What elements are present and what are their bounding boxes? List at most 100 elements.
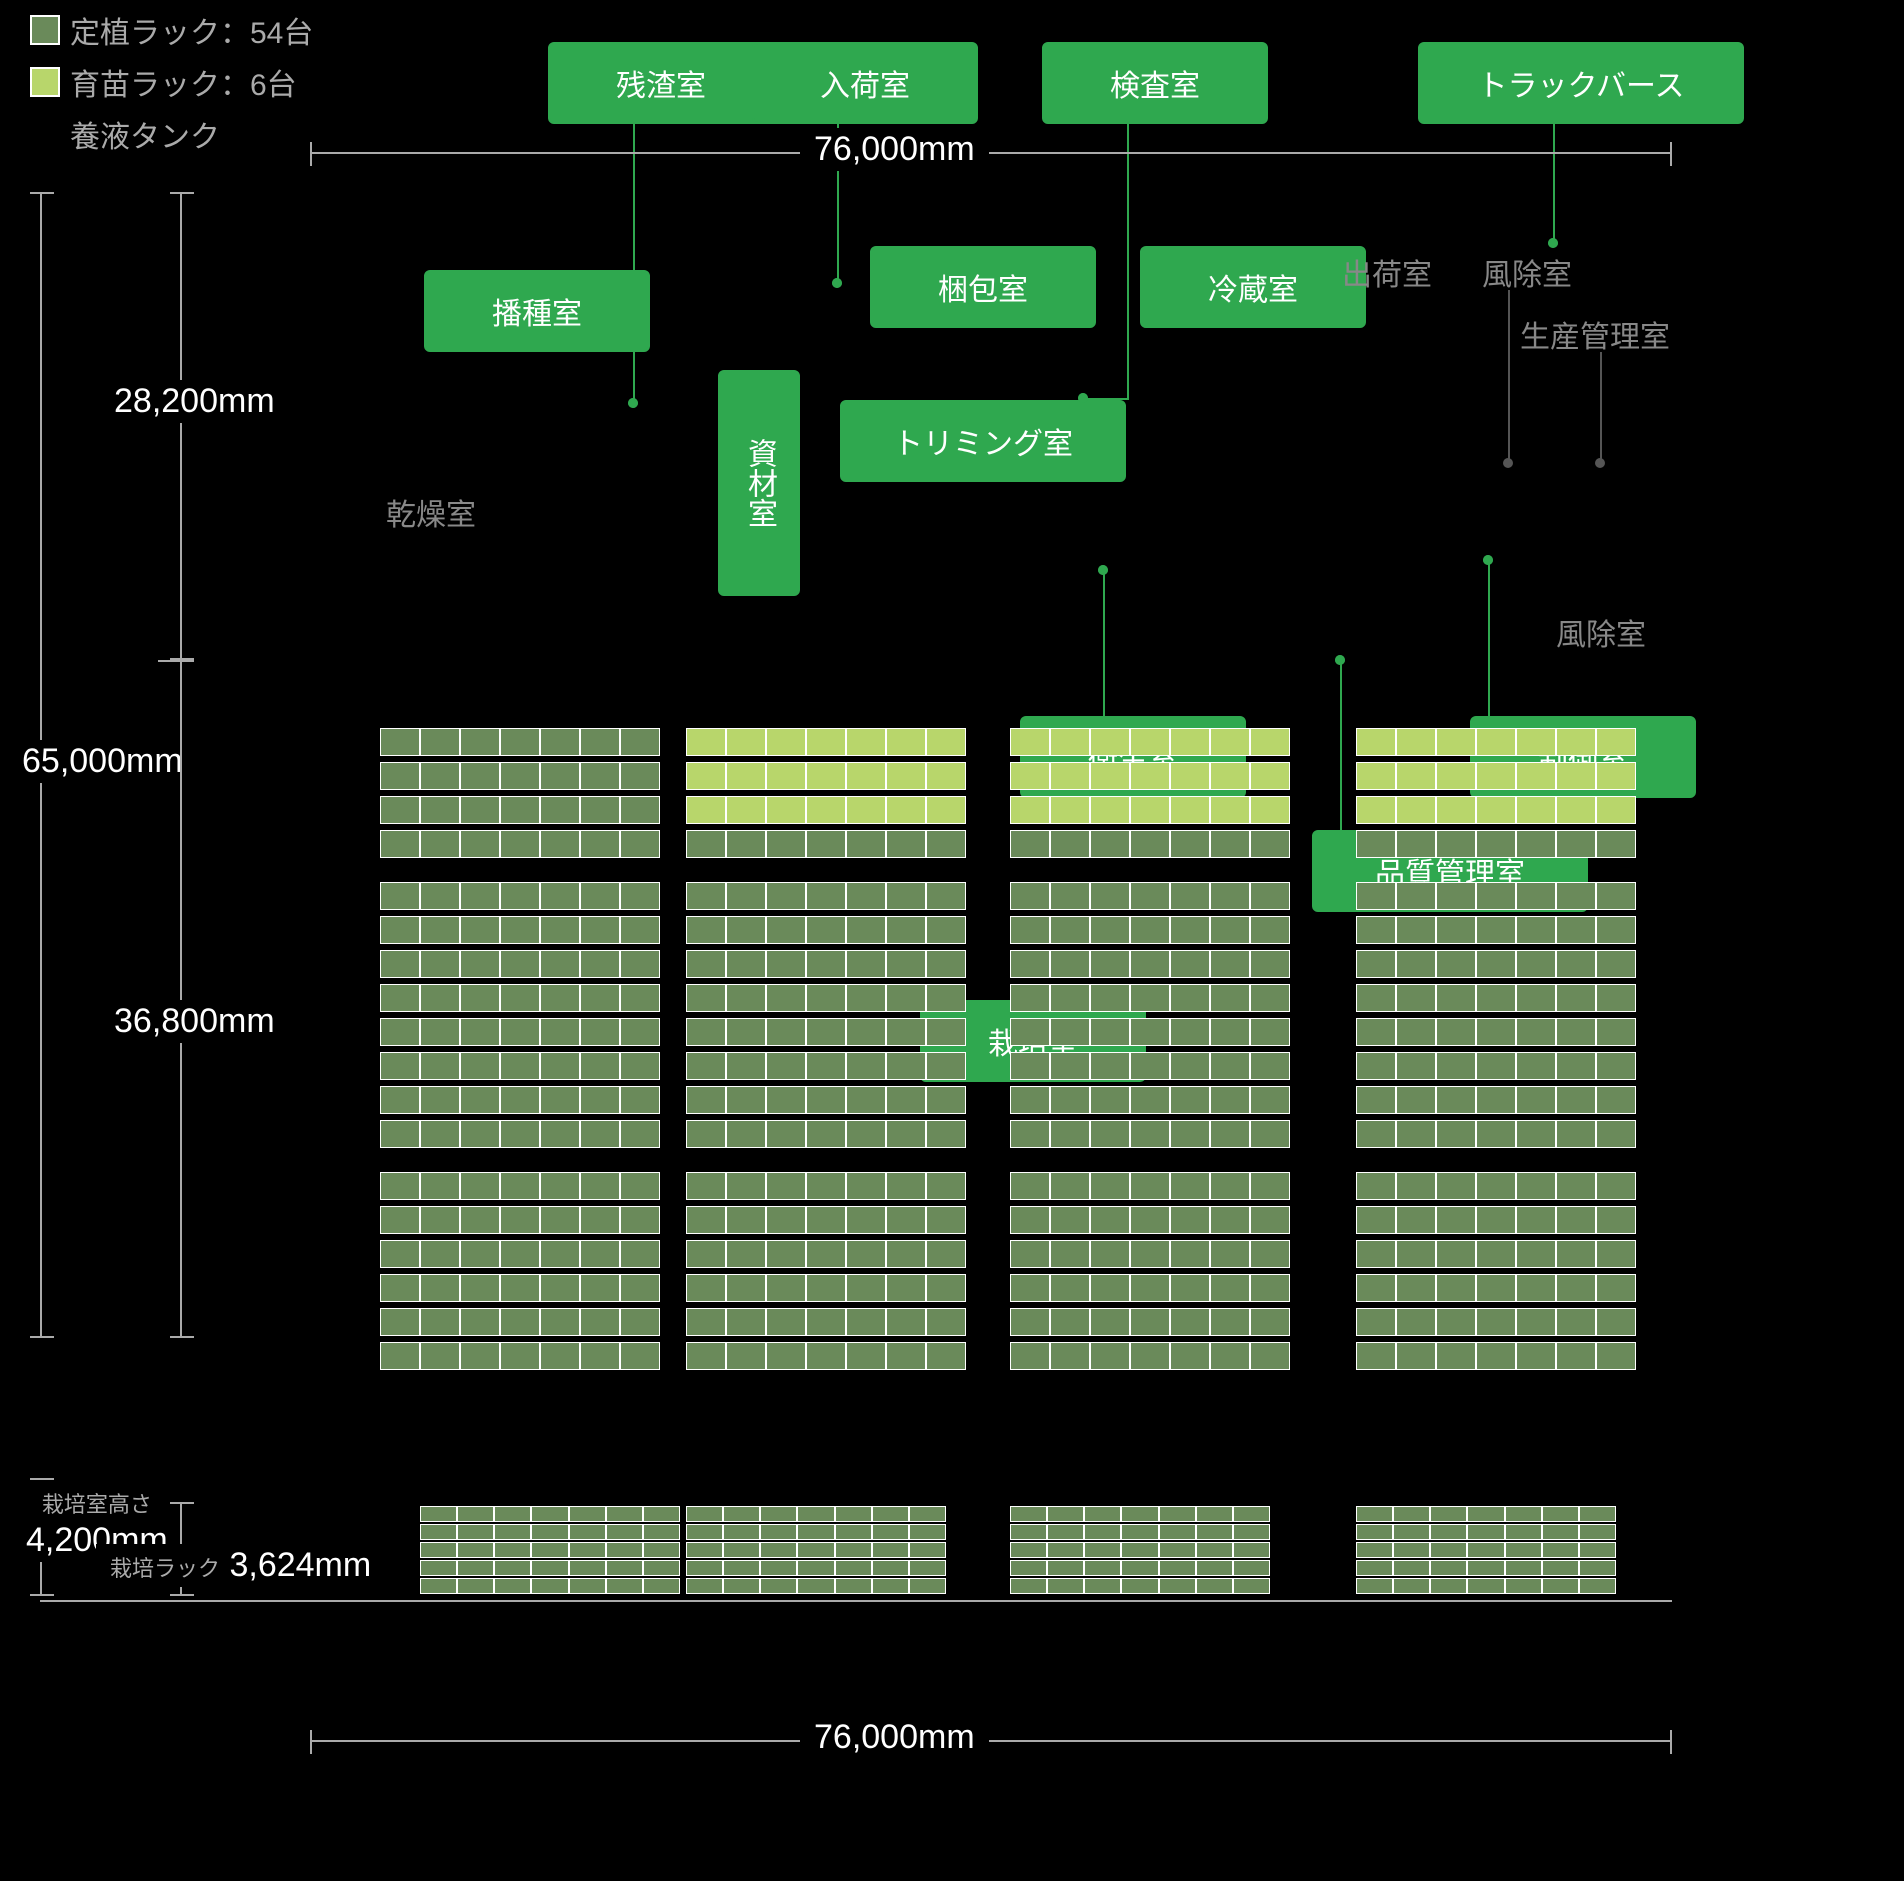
planting-rack-cell bbox=[540, 796, 580, 824]
section-rack-cell bbox=[909, 1560, 946, 1576]
section-rack-row bbox=[1010, 1542, 1270, 1558]
planting-rack-cell bbox=[1356, 1240, 1396, 1268]
rack-row bbox=[1356, 916, 1636, 944]
section-rack-cell bbox=[1356, 1542, 1393, 1558]
planting-rack-cell bbox=[1050, 1308, 1090, 1336]
planting-rack-cell bbox=[1396, 1240, 1436, 1268]
planting-rack-cell bbox=[1210, 1206, 1250, 1234]
planting-rack-cell bbox=[1396, 1120, 1436, 1148]
planting-rack-cell bbox=[500, 728, 540, 756]
planting-rack-cell bbox=[500, 762, 540, 790]
planting-rack-cell bbox=[1130, 830, 1170, 858]
planting-rack-cell bbox=[1356, 1342, 1396, 1370]
rack-row bbox=[686, 1120, 966, 1148]
section-rack-cell bbox=[606, 1542, 643, 1558]
leader-dot bbox=[1335, 655, 1345, 665]
leader-line bbox=[837, 100, 839, 280]
section-rack-row bbox=[1010, 1560, 1270, 1576]
planting-rack-cell bbox=[620, 1172, 660, 1200]
section-rack-cell bbox=[1542, 1542, 1579, 1558]
planting-rack-cell bbox=[686, 1274, 726, 1302]
section-rack-cell bbox=[1579, 1578, 1616, 1594]
section-rack-row bbox=[420, 1560, 680, 1576]
rack-row bbox=[1010, 1206, 1290, 1234]
planting-rack-cell bbox=[806, 1240, 846, 1268]
planting-rack-cell bbox=[1516, 1308, 1556, 1336]
planting-rack-cell bbox=[1556, 1308, 1596, 1336]
planting-rack-cell bbox=[726, 1018, 766, 1046]
planting-rack-cell bbox=[926, 1342, 966, 1370]
section-rack-cell bbox=[872, 1542, 909, 1558]
planting-rack-cell bbox=[1476, 1052, 1516, 1080]
seedling-rack-cell bbox=[1436, 796, 1476, 824]
planting-rack-cell bbox=[1516, 1206, 1556, 1234]
planting-rack-cell bbox=[1010, 916, 1050, 944]
section-rack-cell bbox=[1505, 1506, 1542, 1522]
planting-rack-cell bbox=[580, 1120, 620, 1148]
planting-rack-cell bbox=[1436, 1274, 1476, 1302]
section-rack-cell bbox=[1233, 1542, 1270, 1558]
section-rack-cell bbox=[1159, 1560, 1196, 1576]
rack-row bbox=[1356, 1018, 1636, 1046]
planting-rack-cell bbox=[926, 1206, 966, 1234]
leader-line-grey bbox=[1508, 290, 1510, 460]
planting-rack-cell bbox=[420, 830, 460, 858]
rack-row bbox=[686, 1052, 966, 1080]
section-rack-row bbox=[1010, 1578, 1270, 1594]
rack-row bbox=[380, 728, 660, 756]
leader-dot bbox=[1483, 555, 1493, 565]
planting-rack-cell bbox=[620, 950, 660, 978]
rack-row bbox=[686, 1086, 966, 1114]
seedling-rack-cell bbox=[1556, 796, 1596, 824]
section-rack-cell bbox=[1159, 1542, 1196, 1558]
planting-rack-cell bbox=[926, 1274, 966, 1302]
room-label-kanso: 乾燥室 bbox=[386, 490, 476, 534]
section-rack-cell bbox=[531, 1560, 568, 1576]
leader-line bbox=[633, 100, 635, 400]
planting-rack-cell bbox=[1090, 916, 1130, 944]
planting-rack-cell bbox=[1250, 1342, 1290, 1370]
planting-rack-cell bbox=[540, 1240, 580, 1268]
section-rack-cell bbox=[1159, 1524, 1196, 1540]
planting-rack-cell bbox=[686, 1342, 726, 1370]
planting-rack-cell bbox=[1250, 1240, 1290, 1268]
planting-rack-cell bbox=[1556, 830, 1596, 858]
section-rack-cell bbox=[606, 1578, 643, 1594]
rack-row bbox=[380, 1172, 660, 1200]
planting-rack-cell bbox=[806, 1120, 846, 1148]
planting-rack-cell bbox=[1130, 1172, 1170, 1200]
seedling-rack-cell bbox=[926, 728, 966, 756]
planting-rack-cell bbox=[580, 762, 620, 790]
section-rack-cell bbox=[686, 1560, 723, 1576]
planting-rack-cell bbox=[1250, 1018, 1290, 1046]
section-rack-row bbox=[686, 1560, 946, 1576]
planting-rack-cell bbox=[1396, 1052, 1436, 1080]
rack-row bbox=[1356, 1342, 1636, 1370]
section-rack-cell bbox=[872, 1560, 909, 1576]
rack-row bbox=[686, 1342, 966, 1370]
rack-row bbox=[380, 1206, 660, 1234]
planting-rack-cell bbox=[806, 1206, 846, 1234]
planting-rack-cell bbox=[846, 830, 886, 858]
planting-rack-cell bbox=[846, 950, 886, 978]
planting-rack-cell bbox=[1210, 984, 1250, 1012]
planting-rack-cell bbox=[1516, 1120, 1556, 1148]
planting-rack-cell bbox=[1476, 1308, 1516, 1336]
planting-rack-cell bbox=[620, 1086, 660, 1114]
planting-rack-cell bbox=[620, 1308, 660, 1336]
section-rack-cell bbox=[1010, 1542, 1047, 1558]
rack-row bbox=[1010, 1052, 1290, 1080]
seedling-rack-cell bbox=[686, 728, 726, 756]
dimension-label: 65,000mm bbox=[8, 740, 197, 783]
planting-rack-cell bbox=[1476, 1206, 1516, 1234]
planting-rack-cell bbox=[460, 830, 500, 858]
section-rack-cell bbox=[1121, 1524, 1158, 1540]
rack-row bbox=[1010, 1274, 1290, 1302]
planting-rack-cell bbox=[580, 728, 620, 756]
planting-rack-cell bbox=[1396, 1308, 1436, 1336]
planting-rack-cell bbox=[1476, 1086, 1516, 1114]
planting-rack-cell bbox=[1170, 1308, 1210, 1336]
planting-rack-cell bbox=[500, 1274, 540, 1302]
section-rack-cell bbox=[1121, 1506, 1158, 1522]
planting-rack-cell bbox=[1090, 830, 1130, 858]
